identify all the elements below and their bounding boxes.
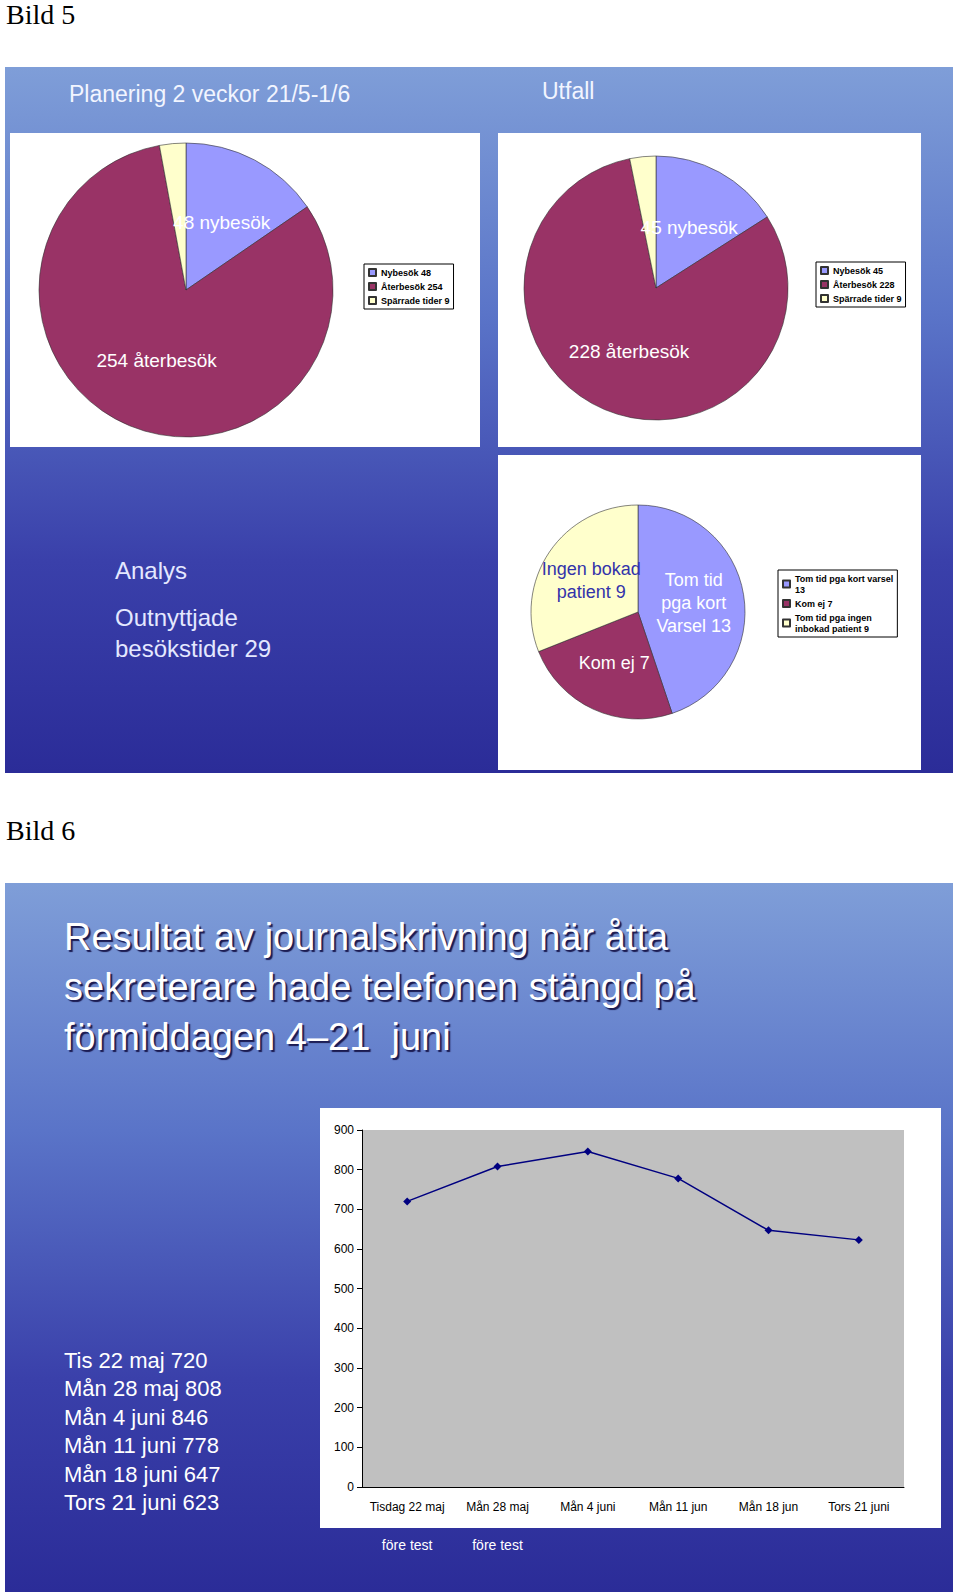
svg-text:Tom tid: Tom tid [665, 570, 723, 590]
svg-text:Mån 4 juni: Mån 4 juni [560, 1500, 615, 1514]
svg-text:Mån 18 jun: Mån 18 jun [739, 1500, 798, 1514]
svg-text:254 återbesök: 254 återbesök [96, 350, 217, 371]
html-text:Planering 2 veckor 21/5-1/6: Planering 2 veckor 21/5-1/6 [69, 81, 351, 107]
svg-text:13: 13 [795, 585, 805, 595]
svg-text:Kom ej 7: Kom ej 7 [579, 653, 650, 673]
html-text:besökstider 29: besökstider 29 [115, 634, 272, 662]
svg-text:Nybesök 45: Nybesök 45 [833, 266, 883, 276]
html-text:Mån 4 juni 846: Mån 4 juni 846 [64, 1404, 209, 1430]
svg-text:Ingen bokad: Ingen bokad [542, 559, 641, 579]
html-text:Resultat av journalskrivning n: Resultat av journalskrivning när åtta se… [64, 916, 696, 1058]
svg-text:Tom tid pga kort varsel: Tom tid pga kort varsel [795, 574, 893, 584]
svg-text:48 nybesök: 48 nybesök [173, 212, 271, 233]
svg-text:före test: före test [382, 1537, 433, 1553]
svg-text:Återbesök 228: Återbesök 228 [833, 280, 895, 290]
html-text:Mån 18 juni 647: Mån 18 juni 647 [64, 1461, 221, 1487]
html-text:Analys: Analys [115, 556, 187, 584]
svg-text:Varsel 13: Varsel 13 [656, 616, 731, 636]
html-text:Tors 21 juni 623: Tors 21 juni 623 [64, 1490, 220, 1515]
svg-text:Spärrade tider 9: Spärrade tider 9 [833, 294, 902, 304]
html-text:Mån 28 maj 808: Mån 28 maj 808 [64, 1376, 222, 1402]
svg-text:Tom tid pga ingen: Tom tid pga ingen [795, 613, 872, 623]
svg-text:200: 200 [334, 1401, 354, 1415]
html-text:Bild 5: Bild 5 [6, 0, 76, 30]
svg-text:Tors 21 juni: Tors 21 juni [828, 1500, 889, 1514]
svg-text:Spärrade tider 9: Spärrade tider 9 [381, 296, 450, 306]
svg-text:inbokad patient 9: inbokad patient 9 [795, 624, 869, 634]
svg-text:Mån 11 jun: Mån 11 jun [649, 1500, 707, 1514]
svg-text:0: 0 [347, 1480, 354, 1494]
svg-text:300: 300 [334, 1361, 354, 1375]
svg-text:Tisdag 22 maj: Tisdag 22 maj [370, 1500, 445, 1514]
svg-text:före test: före test [472, 1537, 523, 1553]
svg-text:pga kort: pga kort [661, 593, 726, 613]
html-text:Outnyttjade: Outnyttjade [115, 603, 238, 631]
svg-text:400: 400 [334, 1321, 354, 1335]
svg-text:800: 800 [334, 1163, 354, 1177]
svg-text:600: 600 [334, 1242, 354, 1256]
svg-text:500: 500 [334, 1282, 354, 1296]
svg-text:45 nybesök: 45 nybesök [641, 217, 739, 238]
svg-text:Nybesök 48: Nybesök 48 [381, 268, 431, 278]
svg-text:Mån 28 maj: Mån 28 maj [466, 1500, 529, 1514]
html-text:Bild 6: Bild 6 [6, 815, 76, 846]
svg-text:patient 9: patient 9 [557, 582, 626, 602]
html-text:Mån 11 juni 778: Mån 11 juni 778 [64, 1433, 219, 1459]
html-text:Tis 22 maj 720: Tis 22 maj 720 [64, 1348, 208, 1373]
svg-text:228 återbesök: 228 återbesök [569, 341, 690, 362]
svg-text:Återbesök 254: Återbesök 254 [381, 282, 443, 292]
svg-text:900: 900 [334, 1123, 354, 1137]
html-text:Utfall: Utfall [542, 78, 595, 104]
svg-text:Kom ej 7: Kom ej 7 [795, 599, 833, 609]
svg-text:100: 100 [334, 1440, 354, 1454]
svg-text:700: 700 [334, 1202, 354, 1216]
